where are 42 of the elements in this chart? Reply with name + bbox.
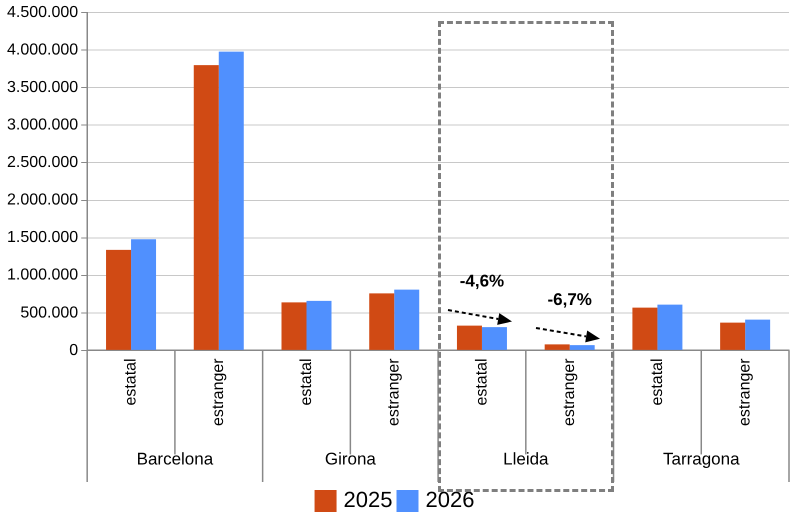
bar (394, 290, 420, 350)
bar (306, 300, 332, 350)
bar (218, 52, 244, 350)
x-tick-label: estatal (473, 358, 490, 406)
y-tick-label: 1.500.000 (6, 229, 78, 246)
y-tick-label: 3.000.000 (6, 116, 78, 134)
bar (482, 327, 507, 350)
legend-label: 2026 (426, 487, 474, 512)
text: Barcelona (136, 450, 214, 469)
text: Girona (324, 450, 376, 469)
y-tick-label: 4.500.000 (6, 4, 78, 22)
y-tick-label: 500.000 (20, 304, 78, 322)
x-tick-label: estatal (122, 358, 140, 406)
y-tick-label: 3.500.000 (6, 79, 78, 96)
y-tick-label: 1.000.000 (6, 266, 78, 284)
text: Tarragona (662, 450, 740, 469)
annotation: -6,7% (547, 290, 592, 310)
y-tick-label: 4.000.000 (6, 42, 78, 59)
bar (657, 304, 682, 350)
x-tick-label: estranger (736, 358, 754, 426)
bar (745, 320, 770, 350)
y-tick-label: 0 (69, 342, 78, 359)
y-tick-label: 2.000.000 (6, 192, 78, 209)
bar (194, 65, 219, 350)
bar (281, 302, 306, 350)
x-tick-label: estranger (386, 358, 403, 426)
annotation: -4,6% (460, 271, 504, 290)
bar (720, 322, 746, 350)
legend-label: 2025 (344, 487, 393, 512)
bar (456, 326, 482, 350)
x-tick-label: estranger (210, 358, 228, 426)
x-tick-label: estatal (648, 358, 666, 406)
bar (106, 250, 132, 350)
bar (131, 239, 156, 350)
bar (632, 308, 658, 350)
y-tick-label: 2.500.000 (6, 154, 78, 172)
x-tick-label: estranger (561, 358, 578, 426)
bar (544, 344, 570, 350)
x-tick-label: estatal (298, 358, 315, 406)
text: Lleida (503, 450, 550, 469)
bar (369, 293, 394, 350)
bar (570, 345, 595, 350)
